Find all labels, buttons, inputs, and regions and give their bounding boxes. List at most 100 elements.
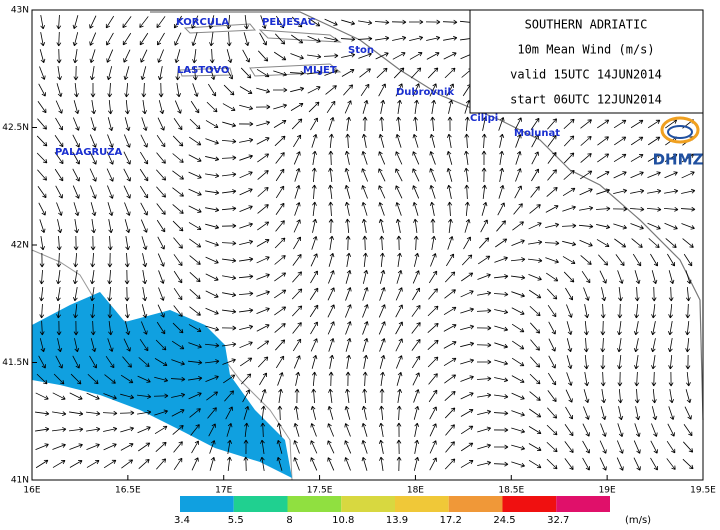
wind-arrow [56, 252, 62, 268]
wind-arrow [514, 185, 522, 199]
wind-arrow [597, 136, 609, 146]
wind-arrow [564, 441, 574, 453]
wind-arrow [630, 119, 644, 129]
wind-arrow [493, 444, 509, 450]
wind-arrow [615, 254, 625, 267]
wind-arrow [243, 439, 249, 455]
lat-tick-label: 43N [11, 6, 29, 16]
wind-arrow [376, 67, 388, 79]
wind-arrow [158, 287, 165, 301]
wind-arrow [685, 389, 692, 404]
wind-arrow [647, 188, 662, 194]
wind-arrow [530, 117, 540, 131]
wind-arrow [139, 338, 149, 352]
wind-arrow [596, 239, 610, 247]
wind-arrow [547, 151, 557, 164]
wind-arrow [411, 304, 421, 317]
wind-arrow [72, 185, 80, 199]
wind-arrow [511, 239, 525, 246]
wind-arrow [273, 103, 288, 110]
wind-arrow [443, 52, 457, 60]
wind-arrow [374, 19, 390, 25]
wind-arrow [616, 440, 624, 454]
wind-arrow [409, 35, 424, 41]
wind-arrow [681, 223, 695, 230]
legend-level: 10.8 [332, 515, 354, 526]
wind-arrow [461, 254, 473, 266]
wind-arrow [685, 303, 691, 319]
wind-arrow [39, 49, 46, 64]
wind-arrow [613, 153, 627, 163]
wind-arrow [363, 252, 368, 268]
wind-arrow [429, 423, 437, 437]
wind-arrow [222, 189, 237, 194]
wind-arrow [685, 286, 691, 302]
wind-arrow [223, 374, 236, 384]
wind-arrow [205, 325, 220, 332]
wind-arrow [413, 116, 418, 132]
wind-arrow [547, 304, 557, 318]
wind-arrow [108, 219, 114, 234]
wind-arrow [428, 389, 438, 403]
wind-arrow [119, 410, 135, 416]
wind-arrow [563, 118, 575, 130]
wind-arrow [172, 187, 184, 197]
wind-arrow [311, 354, 318, 369]
wind-arrow [579, 188, 593, 196]
wind-arrow [583, 406, 590, 420]
wind-arrow [173, 287, 183, 301]
wind-arrow [427, 67, 439, 79]
wind-arrow [173, 441, 183, 453]
wind-arrow [222, 292, 237, 298]
wind-arrow [256, 290, 270, 297]
wind-arrow [120, 443, 134, 451]
wind-arrow [123, 66, 130, 81]
place-label: PALAGRUZA [55, 147, 123, 158]
wind-arrow [90, 117, 97, 131]
wind-arrow [73, 202, 80, 216]
wind-arrow [275, 168, 285, 182]
wind-arrow [447, 116, 453, 132]
wind-arrow [72, 355, 80, 369]
wind-arrow [172, 425, 184, 435]
wind-arrow [664, 188, 679, 194]
wind-arrow [107, 117, 114, 132]
wind-arrow [292, 338, 302, 352]
wind-arrow [617, 423, 624, 437]
wind-arrow [256, 307, 270, 315]
wind-arrow [460, 324, 475, 331]
wind-arrow [108, 321, 113, 336]
wind-arrow [291, 118, 303, 130]
lon-tick-label: 17.5E [307, 486, 333, 496]
wind-arrow [38, 202, 46, 216]
wind-arrow [139, 16, 149, 28]
wind-arrow [362, 388, 368, 404]
wind-arrow [89, 15, 97, 29]
wind-arrow [650, 338, 656, 353]
wind-arrow [238, 291, 254, 297]
wind-arrow [361, 218, 367, 233]
wind-arrow [275, 220, 285, 232]
wind-arrow [188, 222, 202, 230]
wind-arrow [107, 99, 113, 115]
wind-arrow [580, 119, 592, 129]
wind-arrow [361, 423, 368, 437]
wind-arrow [69, 411, 84, 416]
wind-arrow [460, 358, 475, 365]
wind-arrow [172, 204, 184, 214]
wind-arrow [261, 405, 266, 420]
wind-arrow [685, 337, 691, 353]
wind-arrow [344, 405, 351, 420]
wind-arrow [124, 303, 130, 319]
wind-arrow [188, 342, 202, 349]
wind-arrow [680, 206, 696, 212]
wind-arrow [579, 239, 593, 247]
wind-arrow [429, 201, 435, 216]
wind-arrow [190, 424, 200, 436]
wind-arrow [395, 355, 403, 369]
wind-arrow [39, 320, 45, 336]
wind-arrow [40, 32, 46, 47]
wind-arrow [378, 185, 386, 199]
wind-arrow [566, 355, 573, 370]
wind-arrow [90, 270, 95, 285]
